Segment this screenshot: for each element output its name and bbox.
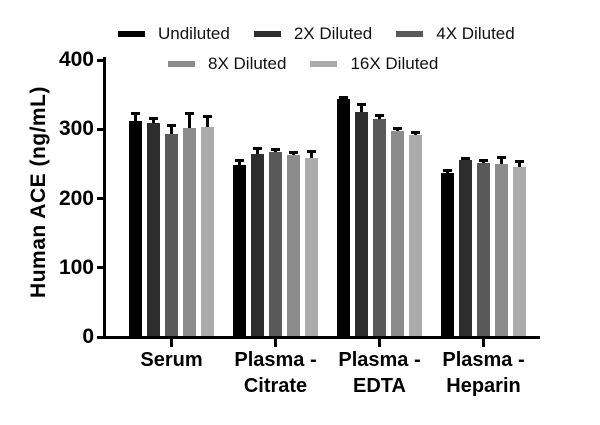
x-tick (274, 339, 277, 347)
chart-legend-row-2: 8X Diluted 16X Diluted (168, 54, 438, 74)
legend-swatch-icon (168, 61, 195, 67)
error-bar-stem (206, 116, 209, 127)
y-tick (97, 127, 103, 131)
error-bar-cap (479, 158, 488, 162)
error-bar-stem (310, 151, 313, 159)
category-label-line: Citrate (243, 375, 308, 397)
bar (269, 152, 282, 336)
y-tick-label: 0 (82, 325, 94, 348)
error-bar-cap (515, 159, 524, 163)
error-bar-stem (378, 115, 381, 120)
legend-label: 16X Diluted (350, 54, 439, 73)
error-bar-cap (461, 156, 470, 160)
category-label-line: Heparin (446, 375, 521, 397)
bar (337, 99, 350, 336)
error-bar-cap (307, 149, 316, 153)
error-bar-cap (149, 117, 158, 121)
legend-item-8x-diluted: 8X Diluted (168, 54, 286, 74)
bar (391, 131, 404, 336)
error-bar-stem (256, 148, 259, 154)
error-bar-cap (443, 168, 452, 172)
category-label: Plasma - Heparin (424, 347, 544, 399)
error-bar-stem (500, 157, 503, 165)
error-bar-stem (360, 104, 363, 113)
legend-item-16x-diluted: 16X Diluted (310, 54, 438, 74)
error-bar-cap (253, 146, 262, 150)
error-bar-cap (185, 112, 194, 116)
y-axis-line (103, 57, 106, 339)
error-bar-cap (411, 130, 420, 134)
error-bar-cap (271, 148, 280, 152)
category-label-line: Plasma - (338, 349, 421, 371)
y-tick (97, 266, 103, 270)
error-bar-cap (375, 114, 384, 118)
category-label-line: Plasma - (442, 349, 525, 371)
error-bar-cap (339, 95, 348, 99)
y-tick (97, 335, 103, 339)
error-bar-stem (152, 118, 155, 124)
x-tick (378, 339, 381, 347)
error-bar-cap (167, 123, 176, 127)
bar (183, 127, 196, 336)
bar (305, 158, 318, 336)
legend-label: 2X Diluted (293, 24, 373, 43)
error-bar-cap (393, 126, 402, 130)
legend-swatch-icon (118, 31, 145, 37)
category-label: Plasma - EDTA (320, 347, 440, 399)
error-bar-cap (203, 114, 212, 118)
category-label-line: Plasma - (234, 349, 317, 371)
bar (147, 123, 160, 336)
error-bar-stem (134, 113, 137, 122)
legend-item-undiluted: Undiluted (118, 24, 230, 44)
x-tick (170, 339, 173, 347)
legend-swatch-icon (396, 31, 424, 37)
error-bar-stem (238, 160, 241, 165)
chart-legend-row-1: Undiluted 2X Diluted 4X Diluted (118, 24, 515, 44)
y-tick-label: 100 (58, 255, 94, 279)
category-label: Plasma - Citrate (216, 347, 336, 399)
bar (233, 164, 246, 336)
bar (373, 119, 386, 336)
error-bar-cap (289, 150, 298, 154)
error-bar-cap (131, 112, 140, 116)
error-bar-cap (235, 158, 244, 162)
bar (459, 160, 472, 336)
category-label-line: Serum (140, 349, 203, 371)
bar (495, 164, 508, 336)
bar (165, 133, 178, 336)
error-bar-stem (518, 161, 521, 168)
legend-label: 4X Diluted (436, 24, 515, 43)
bar (201, 126, 214, 336)
legend-swatch-icon (310, 61, 338, 67)
error-bar-cap (357, 103, 366, 107)
category-label-line: EDTA (353, 375, 406, 397)
legend-label: Undiluted (158, 24, 230, 43)
bar (355, 112, 368, 336)
legend-swatch-icon (253, 31, 281, 37)
bar (441, 173, 454, 336)
bar (409, 135, 422, 336)
y-tick (97, 58, 103, 62)
bar (477, 162, 490, 336)
y-tick-label: 400 (58, 48, 94, 71)
error-bar-stem (170, 125, 173, 134)
y-tick (97, 197, 103, 200)
legend-item-2x-diluted: 2X Diluted (253, 24, 373, 44)
error-bar-cap (497, 155, 506, 159)
y-tick-label: 200 (58, 186, 94, 210)
bar (287, 154, 300, 336)
legend-item-4x-diluted: 4X Diluted (396, 24, 515, 44)
bar (513, 167, 526, 336)
legend-label: 8X Diluted (208, 54, 287, 73)
category-label: Serum (112, 347, 232, 373)
error-bar-stem (188, 113, 191, 128)
x-axis-line (103, 336, 540, 339)
y-tick-label: 300 (58, 117, 94, 141)
x-tick (482, 339, 485, 347)
bar (129, 121, 142, 336)
bar (251, 153, 264, 336)
